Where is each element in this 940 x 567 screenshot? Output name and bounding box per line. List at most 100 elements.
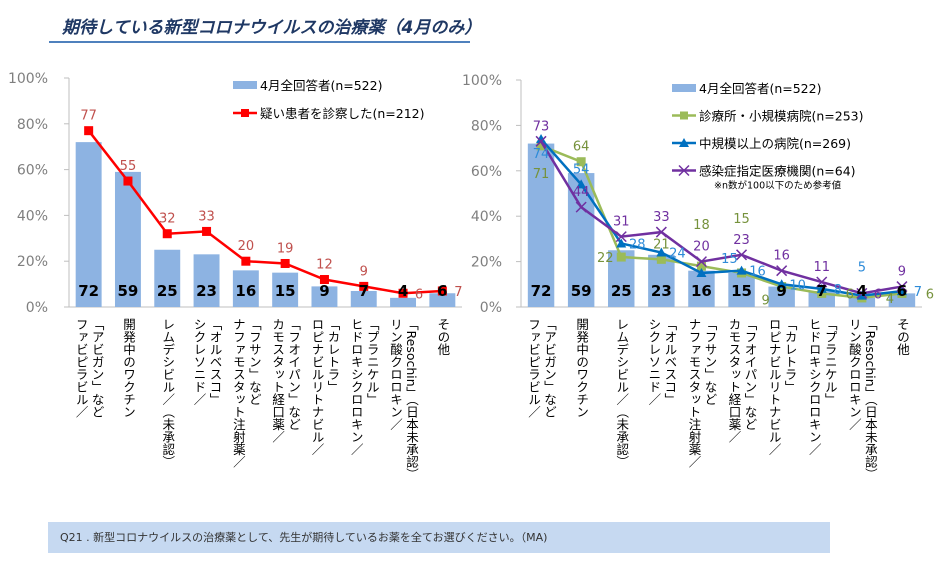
legend: 4月全回答者(n=522) 疑い患者を診察した(n=212) [233,78,425,121]
category-label-line: ロピナビルリトナビル／ [766,318,782,456]
legend-label: 4月全回答者(n=522) [260,78,382,93]
y-tick-label: 20% [17,254,48,270]
line-data-label: 9 [898,265,906,280]
line-data-label: 15 [733,212,750,227]
line-data-label: 15 [721,252,738,267]
triangle-marker [576,179,587,189]
category-label: 「アビガン」など ファビピラビル／ [73,318,105,418]
line-data-label: 5 [858,261,866,276]
line-data-label: 6 [874,287,882,302]
category-label-line: ナファモスタット注射薬／ [686,318,702,468]
square-marker [123,176,133,186]
bar-data-label: 72 [78,282,99,300]
square-marker [241,256,251,266]
square-marker [817,288,827,298]
line-data-label: 7 [914,285,922,300]
category-label-line: 「アビガン」など [542,318,558,418]
line-data-label: 10 [789,278,806,293]
line-data-label: 18 [693,218,710,233]
legend-label: 診療所・小規模病院(n=253) [699,109,864,124]
line-data-label: 6 [926,287,934,302]
line-data-label: 6 [846,287,854,302]
triangle-marker [896,286,907,296]
line-data-label: 33 [653,210,670,225]
square-marker [536,141,546,151]
x-marker [816,276,828,288]
line-data-label: 55 [120,159,137,174]
x-marker [615,231,627,243]
series-line [539,140,903,295]
bar-data-label: 15 [275,282,296,300]
line-data-label: 16 [773,249,790,264]
bar-data-label: 16 [235,282,256,300]
category-label-line: 「フサン」など [702,318,718,406]
triangle-marker [656,247,667,257]
square-marker [616,252,626,262]
legend-bar-swatch [672,84,696,92]
bar-data-label: 23 [651,282,672,300]
x-marker [575,201,587,213]
category-label: 「オルベスコ」 シクレソニド／ [191,318,223,406]
legend-label: 中規模以上の病院(n=269) [699,136,851,151]
line-data-label: 71 [533,167,550,182]
line-data-label: 20 [238,239,255,254]
legend-square-marker [241,109,249,117]
bar [527,143,555,307]
bar-data-label: 4 [857,282,867,300]
category-label-line: レムデシビル／（未承認） [160,318,176,468]
page-title: 期待している新型コロナウイルスの治療薬（4月のみ） [62,18,482,38]
line-data-label: 32 [159,212,176,227]
category-label-line: リン酸クロロキン／ [846,318,862,431]
line-data-label: 74 [533,147,550,162]
category-label-line: 「プラニケル」 [364,318,380,406]
bar-data-label: 4 [398,282,408,300]
line-data-label: 8 [834,283,842,298]
category-label: 「フサン」など ナファモスタット注射薬／ [685,318,717,468]
bar-data-label: 59 [118,282,139,300]
bar [390,297,417,307]
y-tick-label: 0% [26,300,48,316]
square-marker [398,288,408,298]
y-tick-label: 40% [471,209,502,225]
triangle-marker [696,267,707,277]
series-line [540,144,903,300]
line-data-label: 21 [653,237,670,252]
x-marker [856,287,868,299]
category-label: レムデシビル／（未承認） [613,318,629,468]
bar-data-label: 23 [196,282,217,300]
line-data-label: 44 [573,185,590,200]
y-tick-label: 100% [8,71,48,87]
line-data-label: 23 [733,233,750,248]
triangle-marker [736,265,747,275]
title-underline [49,41,470,43]
chart-2: 0%20%40%60%80%100%72 59 25 23 16 15 9 7 4 64月全回答者… [462,73,934,316]
y-tick-label: 60% [17,163,48,179]
x-marker [896,281,908,293]
category-label-line: その他 [894,318,910,356]
legend-triangle-marker [679,138,689,147]
category-label-line: ナファモスタット注射薬／ [230,318,246,468]
bar-data-label: 6 [897,282,907,300]
y-tick-label: 20% [471,255,502,271]
category-label-line: 「プラニケル」 [822,318,838,406]
triangle-marker [536,134,547,144]
square-marker [696,261,706,271]
line-data-label: 24 [669,247,686,262]
category-label-line: カモスタット経口薬／ [270,318,286,443]
line-data-label: 54 [573,162,590,177]
legend-bar-swatch [233,81,257,89]
square-marker [437,286,447,296]
y-tick-label: 60% [471,164,502,180]
category-label-line: 「オルベスコ」 [207,318,223,406]
category-label: 「フオイパン」など カモスタット経口薬／ [726,318,758,443]
bar-data-label: 9 [319,282,329,300]
line-data-label: 9 [360,264,368,279]
line-data-label: 77 [80,109,97,124]
category-label: 「Resochin」（日本未承認） リン酸クロロキン／ [387,318,419,480]
line-data-label: 22 [597,251,614,266]
bar [154,249,181,307]
bar [75,142,102,307]
category-label-line: 「アビガン」など [89,318,105,418]
category-label-line: ヒドロキシクロロキン／ [806,318,822,456]
